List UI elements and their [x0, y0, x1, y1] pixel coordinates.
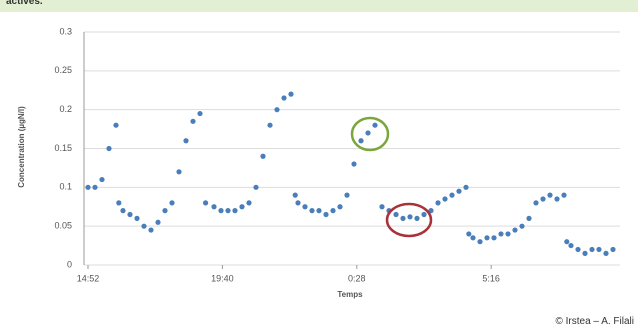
header-text: actives.: [0, 0, 638, 12]
data-point: [99, 176, 105, 183]
data-point: [302, 204, 308, 210]
data-point: [407, 214, 413, 220]
data-point: [498, 231, 504, 237]
data-point: [466, 231, 472, 237]
y-tick-label: 0: [67, 259, 72, 269]
data-point: [582, 250, 588, 256]
data-point: [267, 122, 273, 128]
y-tick-label: 0.25: [54, 65, 72, 75]
data-point: [589, 246, 595, 253]
data-point: [176, 169, 182, 175]
data-point: [400, 215, 406, 221]
data-point: [309, 208, 315, 214]
data-point: [162, 208, 168, 214]
x-tick-label: 5:16: [482, 273, 500, 283]
data-point: [456, 188, 462, 194]
credit: © Irstea – A. Filali: [555, 316, 634, 327]
data-point: [463, 184, 469, 190]
data-point: [519, 223, 525, 229]
data-point: [596, 246, 602, 253]
x-tick-label: 19:40: [211, 273, 234, 283]
data-point: [288, 91, 294, 97]
data-point: [449, 192, 455, 198]
data-point: [484, 235, 490, 241]
data-point: [316, 208, 322, 214]
x-tick-label: 14:52: [77, 273, 100, 283]
data-point: [260, 153, 266, 159]
data-point: [344, 192, 350, 198]
y-tick-label: 0.15: [54, 143, 72, 153]
data-point: [512, 227, 518, 233]
data-point: [225, 208, 231, 214]
data-point: [435, 200, 441, 206]
data-point: [197, 110, 203, 117]
data-point: [295, 200, 301, 206]
data-point: [183, 138, 189, 144]
data-point: [211, 204, 217, 210]
y-tick-label: 0.1: [59, 182, 72, 192]
x-axis-label: Temps: [337, 290, 363, 299]
data-point: [428, 208, 434, 214]
data-point: [106, 145, 112, 152]
y-axis-label: Concentration (µgN/l): [17, 106, 26, 188]
data-point: [533, 200, 539, 206]
data-point: [155, 219, 161, 225]
data-point: [218, 208, 224, 214]
data-point: [169, 200, 175, 206]
data-point: [239, 204, 245, 210]
data-point: [421, 211, 427, 218]
data-point: [232, 208, 238, 214]
data-point: [477, 239, 483, 245]
data-point: [351, 161, 357, 167]
data-point: [337, 204, 343, 210]
data-point: [568, 242, 574, 249]
data-point: [134, 215, 140, 221]
y-tick-label: 0.3: [59, 26, 72, 36]
data-point: [281, 95, 287, 101]
data-point: [414, 215, 420, 221]
y-tick-label: 0.2: [59, 104, 72, 114]
data-point: [274, 107, 280, 113]
data-point: [442, 196, 448, 202]
data-point: [85, 184, 91, 190]
data-point: [564, 239, 570, 245]
data-point: [575, 246, 581, 253]
data-point: [113, 122, 119, 128]
data-point: [379, 204, 385, 210]
data-point: [292, 192, 298, 198]
data-point: [526, 215, 532, 221]
highlight-circle-green: [350, 116, 390, 152]
data-point: [547, 192, 553, 198]
x-tick-label: 0:28: [348, 273, 366, 283]
data-point: [116, 200, 122, 206]
data-point: [127, 211, 133, 218]
data-point: [393, 211, 399, 218]
data-point: [246, 200, 252, 206]
data-point: [253, 184, 259, 190]
data-point: [120, 208, 126, 214]
data-point: [141, 223, 147, 229]
data-point: [603, 250, 609, 256]
data-point: [554, 196, 560, 202]
data-point: [92, 184, 98, 190]
data-point: [491, 235, 497, 241]
chart: Concentration (µgN/l) Temps 0 0.05 0.1 0.15…: [17, 26, 620, 299]
highlight-circle-red: [385, 202, 433, 238]
data-point: [365, 130, 371, 136]
data-point: [540, 196, 546, 202]
data-point: [505, 231, 511, 237]
data-point: [372, 122, 378, 128]
data-point: [561, 192, 567, 198]
data-point: [323, 211, 329, 218]
data-point: [358, 138, 364, 144]
y-tick-label: 0.05: [54, 221, 72, 231]
data-point: [330, 208, 336, 214]
data-point: [470, 235, 476, 241]
data-point: [190, 118, 196, 124]
data-point: [203, 200, 209, 206]
data-point: [610, 246, 616, 253]
data-point: [148, 227, 154, 233]
